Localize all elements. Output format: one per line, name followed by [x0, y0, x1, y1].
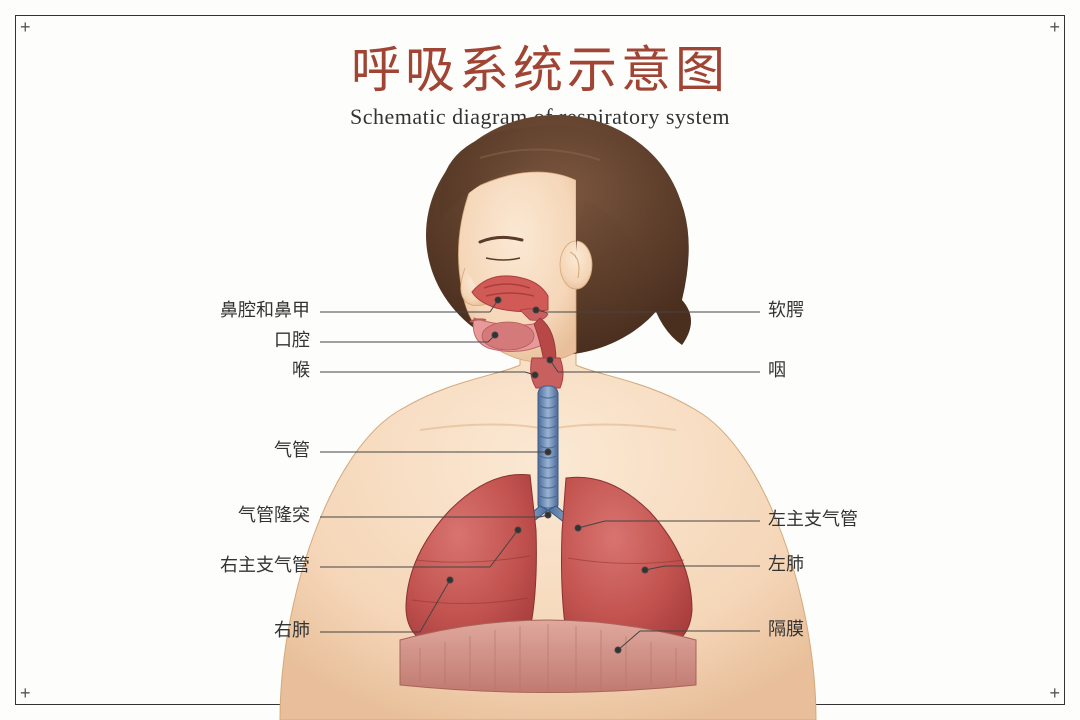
head [426, 115, 691, 362]
label-pharynx: 咽 [768, 356, 786, 382]
label-diaphragm: 隔膜 [768, 615, 804, 641]
label-soft-palate: 软腭 [768, 296, 804, 322]
label-r-lung: 右肺 [110, 616, 310, 642]
label-l-lung: 左肺 [768, 550, 804, 576]
label-carina: 气管隆突 [110, 501, 310, 527]
label-nasal: 鼻腔和鼻甲 [110, 296, 310, 322]
label-l-bronchus: 左主支气管 [768, 505, 858, 531]
label-larynx: 喉 [110, 356, 310, 382]
label-oral: 口腔 [110, 326, 310, 352]
label-trachea: 气管 [110, 436, 310, 462]
label-r-bronchus: 右主支气管 [110, 551, 310, 577]
